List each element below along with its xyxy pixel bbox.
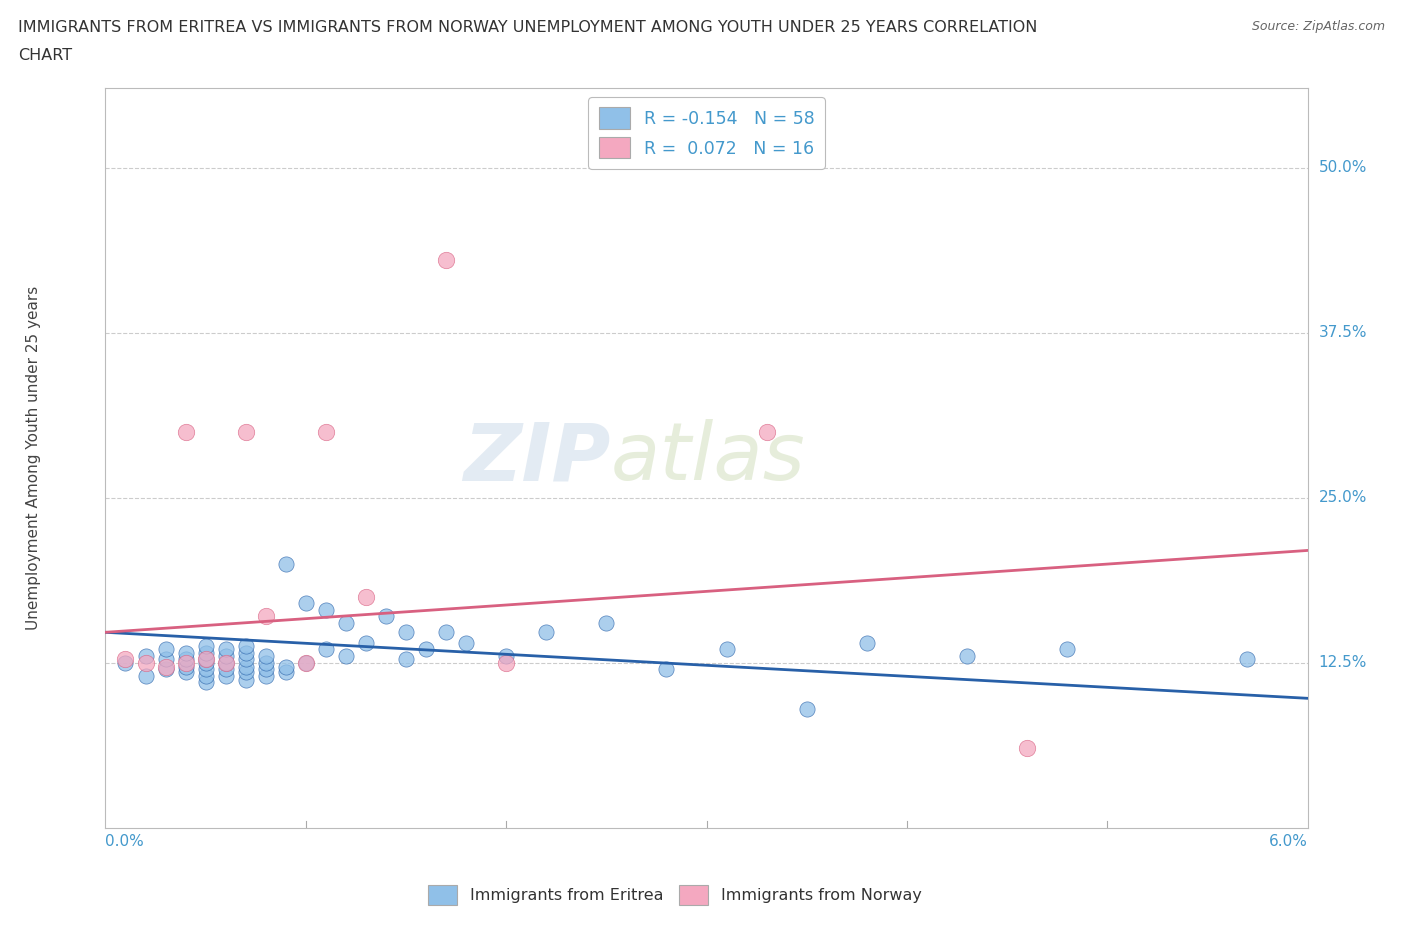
- Point: [194, 651, 217, 666]
- Point: [194, 656, 217, 671]
- Text: atlas: atlas: [610, 419, 806, 497]
- Point: [155, 642, 177, 657]
- Point: [295, 596, 318, 611]
- Point: [315, 603, 337, 618]
- Point: [956, 648, 979, 663]
- Point: [1056, 642, 1078, 657]
- Point: [395, 625, 418, 640]
- Text: 12.5%: 12.5%: [1319, 655, 1367, 671]
- Point: [155, 659, 177, 674]
- Point: [295, 656, 318, 671]
- Point: [716, 642, 738, 657]
- Point: [395, 651, 418, 666]
- Point: [274, 556, 297, 571]
- Text: IMMIGRANTS FROM ERITREA VS IMMIGRANTS FROM NORWAY UNEMPLOYMENT AMONG YOUTH UNDER: IMMIGRANTS FROM ERITREA VS IMMIGRANTS FR…: [18, 20, 1038, 35]
- Point: [214, 656, 236, 671]
- Point: [174, 646, 197, 661]
- Point: [1017, 741, 1039, 756]
- Point: [495, 648, 517, 663]
- Point: [434, 625, 457, 640]
- Point: [214, 648, 236, 663]
- Point: [135, 648, 157, 663]
- Point: [254, 656, 277, 671]
- Point: [235, 672, 257, 687]
- Point: [315, 642, 337, 657]
- Point: [354, 635, 377, 650]
- Point: [214, 642, 236, 657]
- Point: [174, 656, 197, 671]
- Point: [495, 656, 517, 671]
- Point: [295, 656, 318, 671]
- Point: [335, 616, 357, 631]
- Point: [434, 253, 457, 268]
- Text: 50.0%: 50.0%: [1319, 160, 1367, 175]
- Point: [174, 659, 197, 674]
- Point: [254, 669, 277, 684]
- Point: [194, 669, 217, 684]
- Point: [254, 662, 277, 677]
- Point: [174, 664, 197, 679]
- Text: 25.0%: 25.0%: [1319, 490, 1367, 505]
- Point: [214, 656, 236, 671]
- Point: [194, 662, 217, 677]
- Point: [194, 651, 217, 666]
- Point: [235, 651, 257, 666]
- Point: [174, 651, 197, 666]
- Point: [655, 662, 678, 677]
- Point: [534, 625, 557, 640]
- Point: [354, 590, 377, 604]
- Text: Source: ZipAtlas.com: Source: ZipAtlas.com: [1251, 20, 1385, 33]
- Point: [235, 659, 257, 674]
- Point: [235, 424, 257, 439]
- Point: [194, 638, 217, 653]
- Point: [855, 635, 877, 650]
- Point: [274, 659, 297, 674]
- Point: [796, 701, 818, 716]
- Point: [194, 675, 217, 690]
- Point: [595, 616, 617, 631]
- Point: [235, 646, 257, 661]
- Point: [155, 651, 177, 666]
- Point: [755, 424, 778, 439]
- Text: Unemployment Among Youth under 25 years: Unemployment Among Youth under 25 years: [25, 286, 41, 631]
- Point: [235, 664, 257, 679]
- Text: CHART: CHART: [18, 48, 72, 63]
- Point: [114, 656, 136, 671]
- Point: [155, 662, 177, 677]
- Point: [235, 638, 257, 653]
- Text: 37.5%: 37.5%: [1319, 326, 1367, 340]
- Point: [415, 642, 437, 657]
- Point: [174, 424, 197, 439]
- Legend: Immigrants from Eritrea, Immigrants from Norway: Immigrants from Eritrea, Immigrants from…: [420, 877, 929, 912]
- Point: [214, 669, 236, 684]
- Point: [315, 424, 337, 439]
- Text: 6.0%: 6.0%: [1268, 834, 1308, 849]
- Point: [274, 664, 297, 679]
- Point: [214, 662, 236, 677]
- Text: ZIP: ZIP: [463, 419, 610, 497]
- Point: [335, 648, 357, 663]
- Point: [1236, 651, 1258, 666]
- Point: [254, 609, 277, 624]
- Point: [135, 656, 157, 671]
- Point: [114, 651, 136, 666]
- Point: [194, 646, 217, 661]
- Point: [135, 669, 157, 684]
- Point: [254, 648, 277, 663]
- Legend: R = -0.154   N = 58, R =  0.072   N = 16: R = -0.154 N = 58, R = 0.072 N = 16: [588, 97, 825, 169]
- Point: [374, 609, 398, 624]
- Point: [454, 635, 477, 650]
- Text: 0.0%: 0.0%: [105, 834, 145, 849]
